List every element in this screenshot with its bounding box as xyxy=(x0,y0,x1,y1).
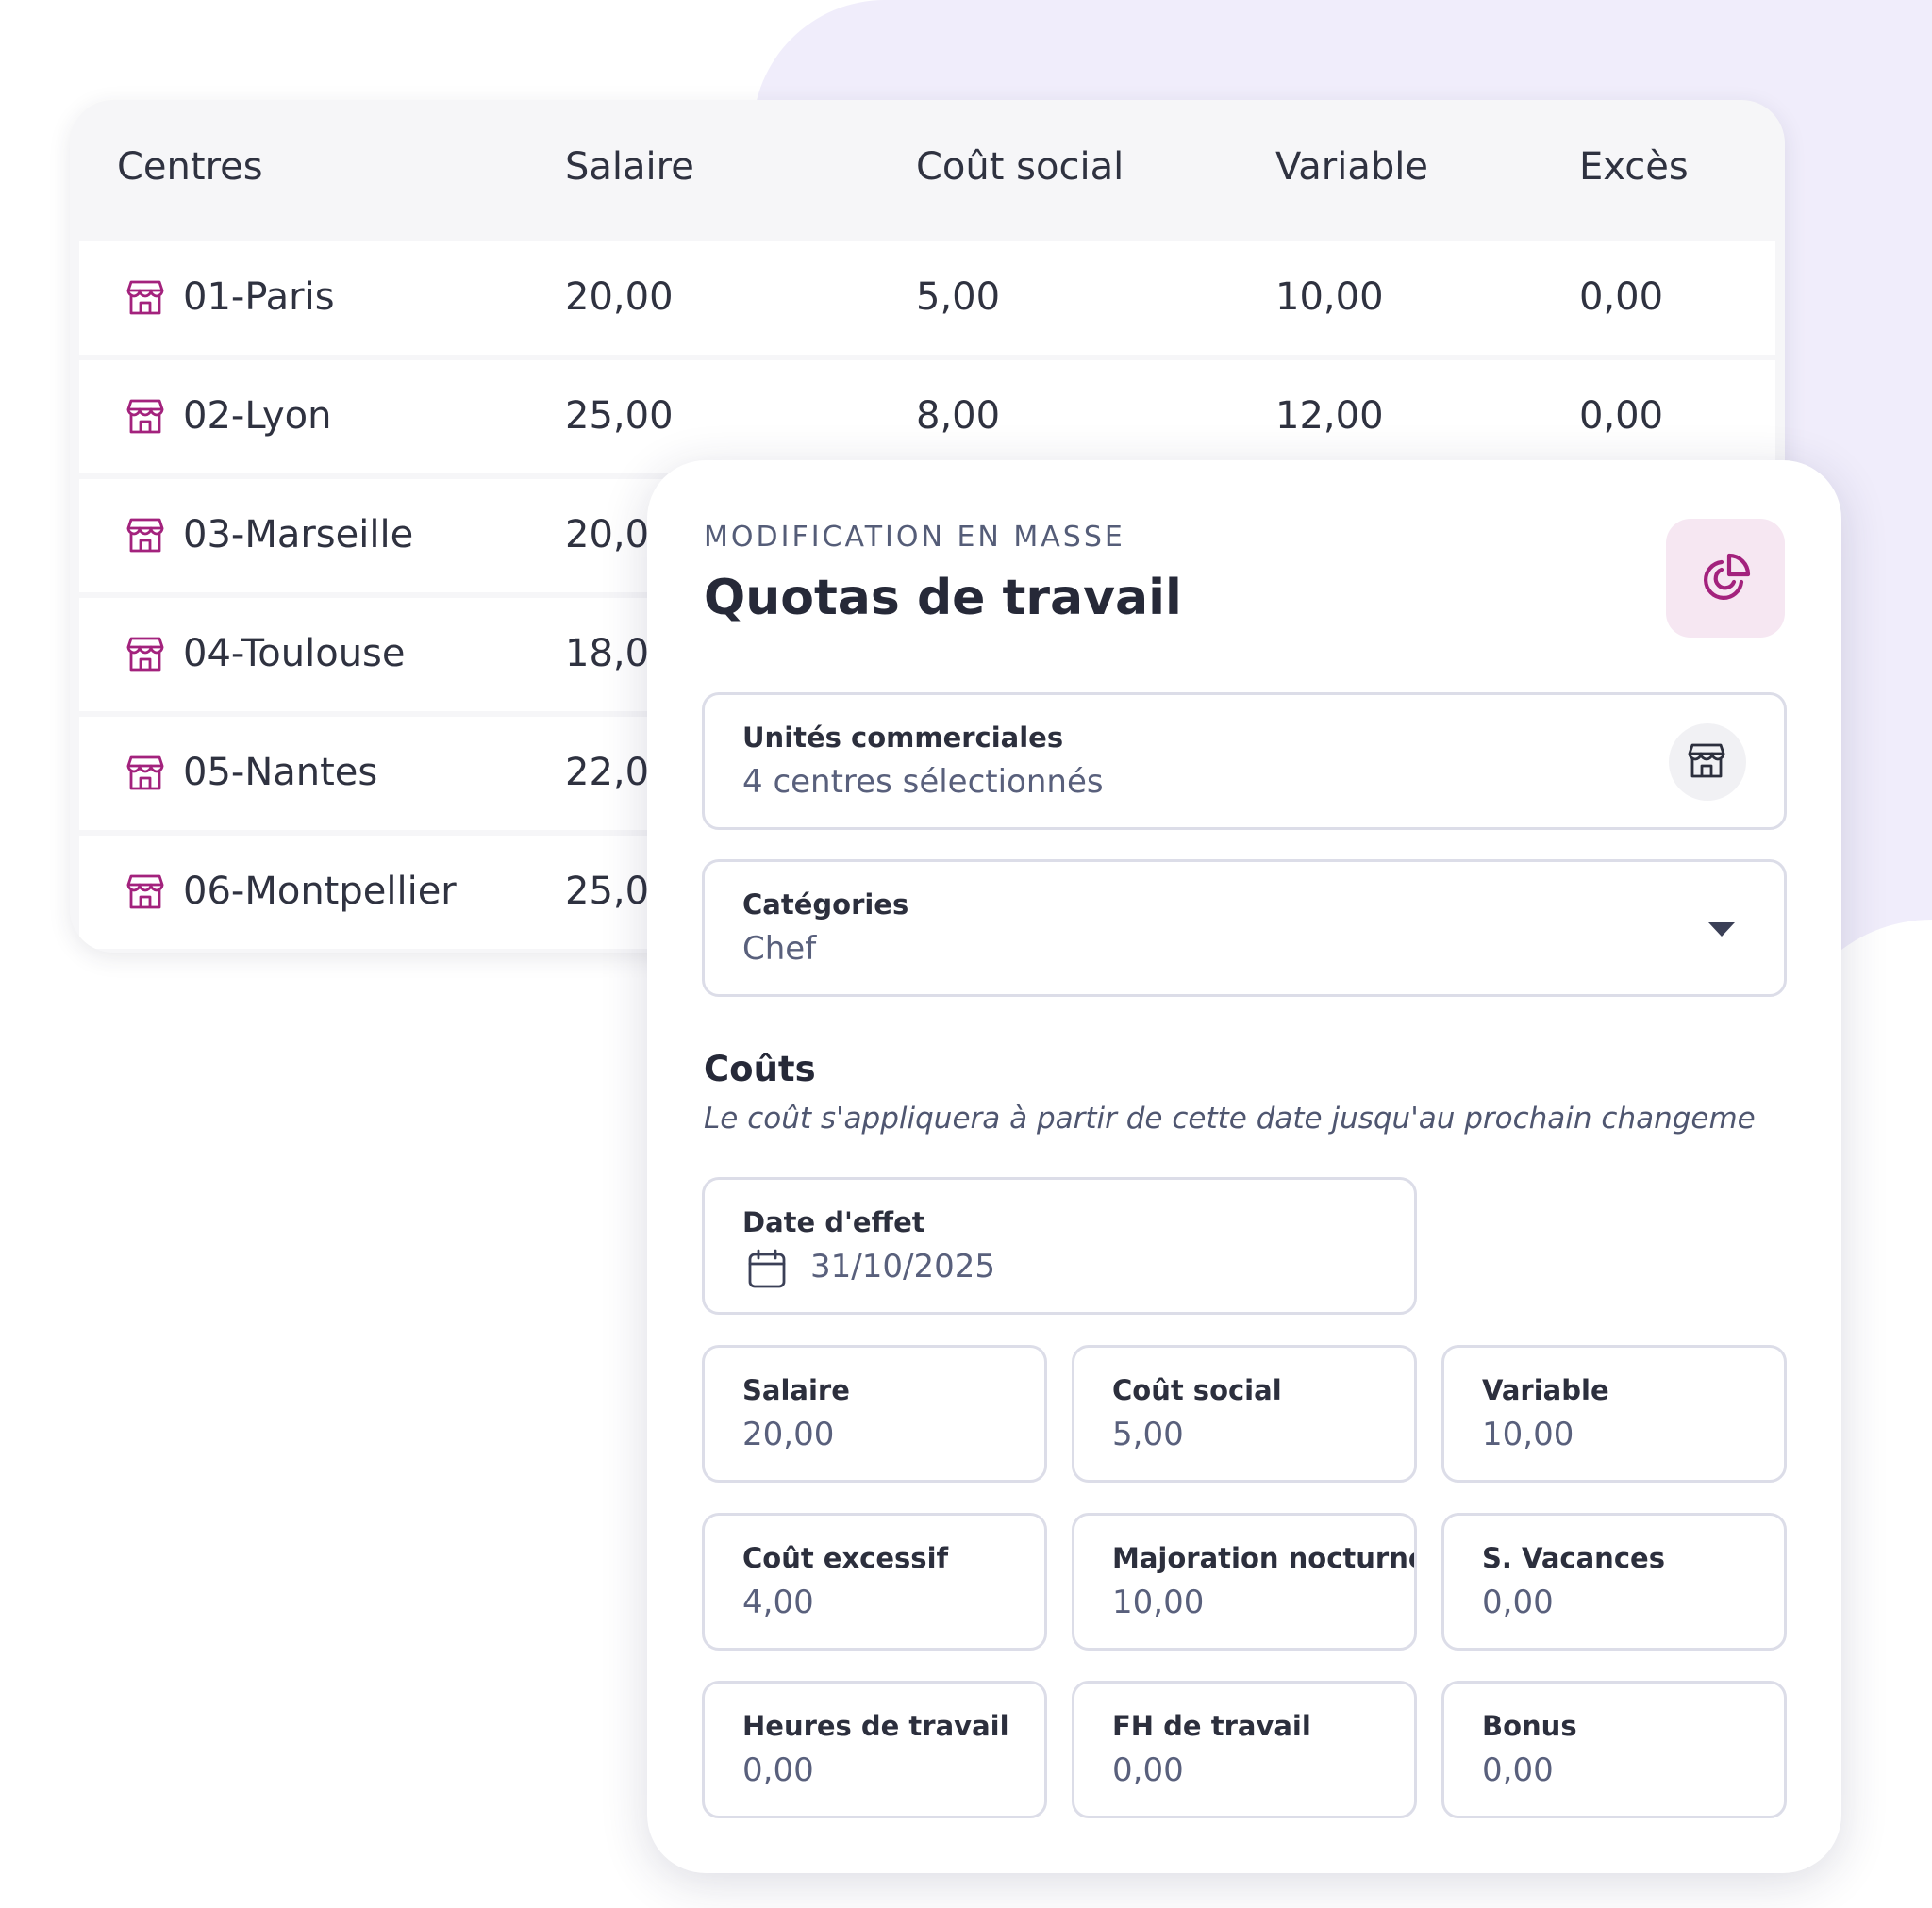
field-label: Coût excessif xyxy=(742,1542,949,1574)
units-label: Unités commerciales xyxy=(742,722,1064,754)
table-header: Centres Salaire Coût social Variable Exc… xyxy=(70,100,1785,241)
field-label: FH de travail xyxy=(1112,1710,1311,1742)
store-icon xyxy=(126,280,164,315)
effective-date-field[interactable]: Date d'effet 31/10/2025 xyxy=(702,1177,1417,1315)
field-value: 10,00 xyxy=(1482,1416,1574,1453)
col-cout-social[interactable]: Coût social xyxy=(916,145,1124,189)
salaire-cell: 20,0 xyxy=(565,513,650,556)
exces-cell: 0,00 xyxy=(1579,275,1664,319)
cout-social-cell: 5,00 xyxy=(916,275,1001,319)
table-row[interactable]: 02-Lyon 25,00 8,00 12,00 0,00 xyxy=(79,360,1775,473)
centre-name: 03-Marseille xyxy=(183,513,414,556)
field-value: 10,00 xyxy=(1112,1584,1205,1621)
heures-de-travail-field[interactable]: Heures de travail 0,00 xyxy=(702,1681,1047,1818)
col-exces[interactable]: Excès xyxy=(1579,145,1689,189)
cout-social-field[interactable]: Coût social 5,00 xyxy=(1072,1345,1417,1483)
effective-date-value: 31/10/2025 xyxy=(810,1248,995,1286)
pie-chart-icon xyxy=(1704,553,1751,600)
field-label: S. Vacances xyxy=(1482,1542,1665,1574)
exces-cell: 0,00 xyxy=(1579,394,1664,438)
store-icon xyxy=(126,874,164,909)
field-label: Salaire xyxy=(742,1374,850,1406)
majoration-nocturne-field[interactable]: Majoration nocturne 10,00 xyxy=(1072,1513,1417,1651)
field-value: 0,00 xyxy=(1482,1584,1554,1621)
modal-title: Quotas de travail xyxy=(704,570,1182,626)
col-variable[interactable]: Variable xyxy=(1275,145,1428,189)
modal-eyebrow: MODIFICATION EN MASSE xyxy=(704,521,1125,554)
store-icon xyxy=(126,518,164,553)
store-icon xyxy=(126,637,164,672)
field-value: 5,00 xyxy=(1112,1416,1184,1453)
variable-cell: 10,00 xyxy=(1275,275,1384,319)
salaire-cell: 25,00 xyxy=(565,394,674,438)
store-icon xyxy=(1688,743,1725,778)
categories-value: Chef xyxy=(742,930,817,968)
centre-name: 02-Lyon xyxy=(183,394,332,438)
centre-name: 05-Nantes xyxy=(183,751,378,794)
effective-date-label: Date d'effet xyxy=(742,1206,925,1238)
field-label: Heures de travail xyxy=(742,1710,1009,1742)
categories-label: Catégories xyxy=(742,888,909,921)
centre-name: 04-Toulouse xyxy=(183,632,406,675)
calendar-icon[interactable] xyxy=(746,1248,788,1289)
store-icon xyxy=(126,755,164,790)
field-value: 4,00 xyxy=(742,1584,814,1621)
field-label: Bonus xyxy=(1482,1710,1577,1742)
units-value: 4 centres sélectionnés xyxy=(742,763,1104,801)
field-label: Coût social xyxy=(1112,1374,1282,1406)
bulk-edit-modal: MODIFICATION EN MASSE Quotas de travail … xyxy=(647,460,1841,1873)
costs-title: Coûts xyxy=(704,1049,816,1089)
salaire-field[interactable]: Salaire 20,00 xyxy=(702,1345,1047,1483)
centre-name: 06-Montpellier xyxy=(183,870,457,913)
cout-social-cell: 8,00 xyxy=(916,394,1001,438)
salaire-cell: 20,00 xyxy=(565,275,674,319)
chart-button[interactable] xyxy=(1666,519,1785,638)
units-picker-button[interactable] xyxy=(1669,723,1746,801)
fh-de-travail-field[interactable]: FH de travail 0,00 xyxy=(1072,1681,1417,1818)
col-centres[interactable]: Centres xyxy=(117,145,263,189)
col-salaire[interactable]: Salaire xyxy=(565,145,694,189)
table-row[interactable]: 01-Paris 20,00 5,00 10,00 0,00 xyxy=(79,241,1775,355)
field-value: 0,00 xyxy=(1112,1751,1184,1789)
bonus-field[interactable]: Bonus 0,00 xyxy=(1441,1681,1787,1818)
s-vacances-field[interactable]: S. Vacances 0,00 xyxy=(1441,1513,1787,1651)
field-label: Majoration nocturne xyxy=(1112,1542,1417,1574)
variable-field[interactable]: Variable 10,00 xyxy=(1441,1345,1787,1483)
field-value: 0,00 xyxy=(1482,1751,1554,1789)
field-value: 20,00 xyxy=(742,1416,835,1453)
variable-cell: 12,00 xyxy=(1275,394,1384,438)
field-label: Variable xyxy=(1482,1374,1609,1406)
units-field[interactable]: Unités commerciales 4 centres sélectionn… xyxy=(702,692,1787,830)
centre-name: 01-Paris xyxy=(183,275,335,319)
categories-select[interactable]: Catégories Chef xyxy=(702,859,1787,997)
field-value: 0,00 xyxy=(742,1751,814,1789)
costs-note: Le coût s'appliquera à partir de cette d… xyxy=(704,1102,1756,1136)
cout-excessif-field[interactable]: Coût excessif 4,00 xyxy=(702,1513,1047,1651)
store-icon xyxy=(126,399,164,434)
caret-down-icon[interactable] xyxy=(1708,922,1735,937)
